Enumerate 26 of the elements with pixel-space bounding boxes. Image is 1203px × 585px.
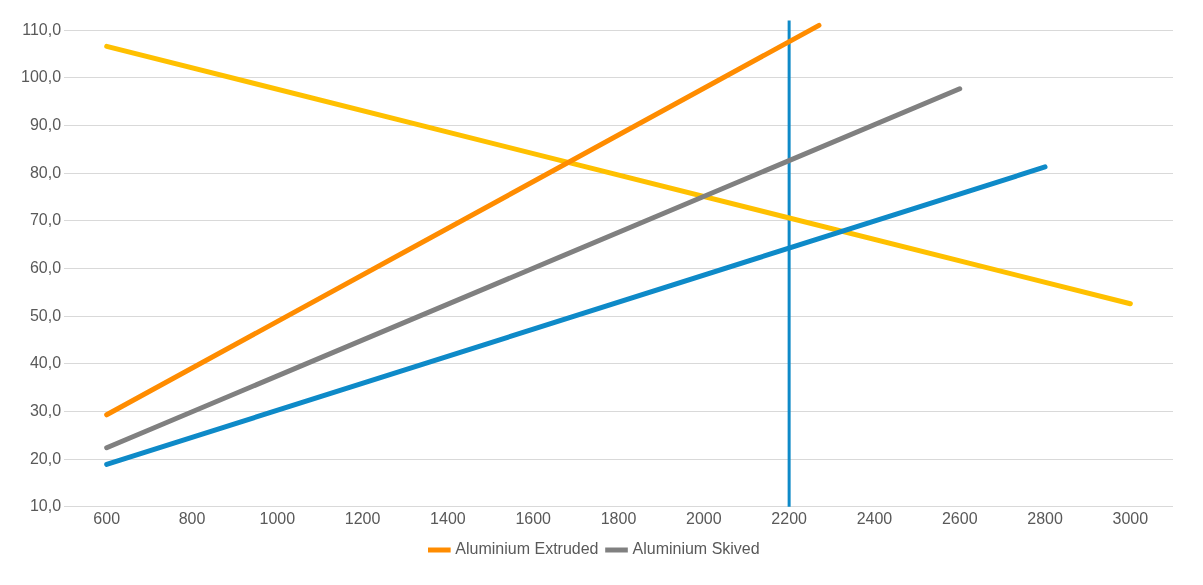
y-tick-label: 40,0: [29, 354, 62, 372]
y-tick-label: 90,0: [29, 115, 62, 133]
legend-label: Aluminium Extruded: [455, 540, 599, 558]
x-tick-label: 2200: [771, 509, 808, 527]
x-tick-label: 2400: [856, 509, 893, 527]
y-tick-label: 80,0: [29, 163, 62, 181]
x-tick-label: 1400: [430, 509, 466, 527]
y-tick-label: 100,0: [20, 68, 62, 86]
y-tick-label: 60,0: [29, 258, 62, 276]
x-tick-label: 3000: [1112, 509, 1149, 527]
legend-label: Aluminium Skived: [632, 540, 760, 558]
x-tick-label: 1600: [515, 509, 552, 527]
x-tick-label: 1000: [259, 509, 296, 527]
y-tick-label: 110,0: [22, 20, 62, 38]
x-tick-label: 2600: [941, 509, 978, 527]
x-tick-label: 800: [178, 509, 206, 527]
y-tick-label: 50,0: [29, 306, 62, 324]
x-tick-label: 2000: [686, 509, 722, 527]
y-tick-label: 20,0: [29, 449, 62, 467]
x-tick-label: 2800: [1027, 509, 1063, 527]
x-tick-label: 1800: [600, 509, 637, 527]
x-tick-label: 600: [93, 509, 121, 527]
y-tick-label: 10,0: [29, 497, 62, 515]
y-tick-label: 70,0: [29, 211, 62, 229]
y-tick-label: 30,0: [29, 401, 62, 419]
x-tick-label: 1200: [344, 509, 381, 527]
